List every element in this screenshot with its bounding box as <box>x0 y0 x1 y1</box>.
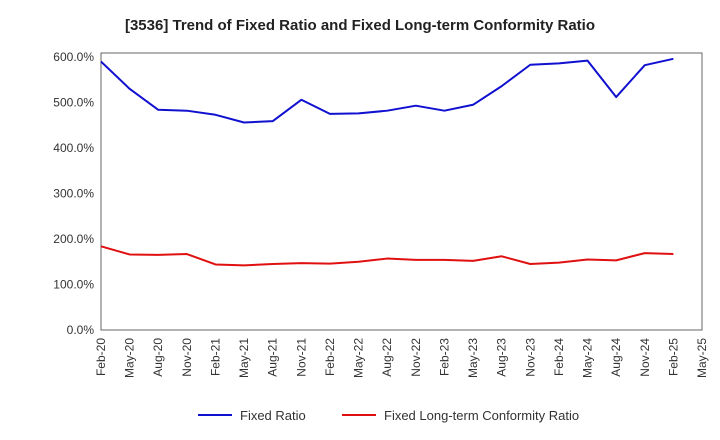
x-tick-label: Aug-24 <box>609 338 623 377</box>
x-tick-label: Nov-22 <box>409 338 423 377</box>
x-tick-label: Feb-25 <box>666 338 680 376</box>
x-tick-label: Nov-24 <box>638 338 652 377</box>
x-tick-label: May-20 <box>123 338 137 378</box>
x-tick-label: Nov-23 <box>523 338 537 377</box>
x-tick-label: Aug-21 <box>266 338 280 377</box>
x-tick-label: May-21 <box>237 338 251 378</box>
y-tick-label: 600.0% <box>53 50 94 64</box>
chart-title: [3536] Trend of Fixed Ratio and Fixed Lo… <box>125 17 595 34</box>
x-tick-label: May-25 <box>695 338 709 378</box>
series-line-0 <box>100 57 674 124</box>
y-tick-label: 0.0% <box>67 323 95 337</box>
x-tick-label: Feb-21 <box>208 338 222 376</box>
legend: Fixed Ratio Fixed Long-term Conformity Ra… <box>198 408 579 423</box>
plot-area <box>101 53 702 330</box>
x-tick-label: Aug-22 <box>380 338 394 377</box>
x-tick-label: Aug-20 <box>151 338 165 377</box>
y-axis: 0.0% 100.0% 200.0% 300.0% 400.0% 500.0% 600.0% <box>53 50 94 337</box>
x-tick-label: Feb-20 <box>94 338 108 376</box>
x-tick-label: Feb-23 <box>437 338 451 376</box>
series-line-1 <box>100 245 674 267</box>
x-tick-label: Nov-20 <box>180 338 194 377</box>
x-axis: Feb-20 May-20 Aug-20 Nov-20 Feb-21 May-21 Aug-… <box>94 338 709 378</box>
series-layer <box>100 57 674 267</box>
legend-label-1: Fixed Long-term Conformity Ratio <box>384 408 579 423</box>
x-tick-label: May-24 <box>581 338 595 378</box>
y-tick-label: 300.0% <box>53 187 94 201</box>
x-tick-label: May-22 <box>352 338 366 378</box>
plot-frame <box>100 52 703 331</box>
y-tick-label: 400.0% <box>53 141 94 155</box>
y-tick-label: 200.0% <box>53 232 94 246</box>
x-tick-label: May-23 <box>466 338 480 378</box>
x-tick-label: Nov-21 <box>294 338 308 377</box>
plot-border <box>100 52 703 331</box>
y-tick-label: 100.0% <box>53 278 94 292</box>
y-tick-label: 500.0% <box>53 96 94 110</box>
x-tick-label: Feb-22 <box>323 338 337 376</box>
legend-label-0: Fixed Ratio <box>240 408 306 423</box>
x-tick-label: Feb-24 <box>552 338 566 376</box>
x-tick-label: Aug-23 <box>495 338 509 377</box>
